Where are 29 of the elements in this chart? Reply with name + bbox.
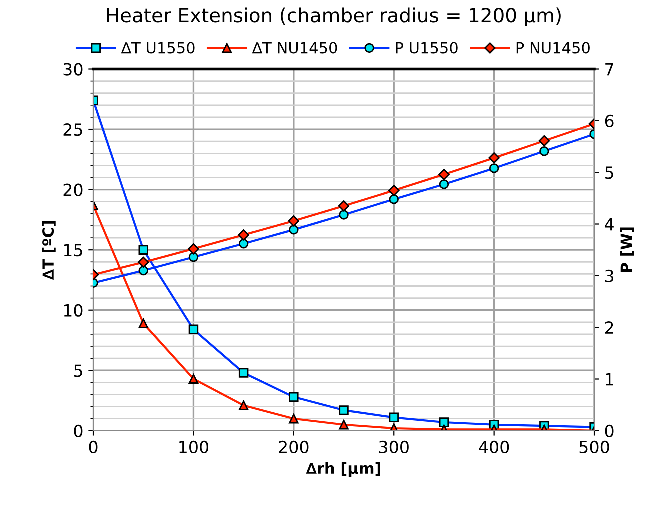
x-tick-label: 400	[479, 440, 510, 454]
y2-tick-label: 5	[606, 166, 614, 180]
y-tick-label: 20	[64, 184, 83, 196]
y-tick-label: 5	[74, 364, 82, 378]
y2-tick-label: 4	[605, 218, 614, 231]
y-tick-label: 15	[64, 244, 82, 257]
chart-title: Heater Extension (chamber radius = 1200 µm)	[107, 8, 561, 27]
y2-tick-label: 2	[605, 322, 614, 334]
x-tick-label: 500	[580, 440, 610, 454]
y2-axis-title: P [W]	[620, 228, 634, 272]
y2-tick-label: 0	[605, 424, 614, 438]
y-tick-label: 25	[64, 123, 82, 136]
legend-label: P U1550	[396, 42, 458, 54]
legend-label: P NU1450	[516, 42, 590, 54]
y2-tick-label: 6	[605, 114, 614, 128]
x-tick-label: 300	[379, 440, 409, 454]
legend-label: ∆T U1550	[121, 42, 195, 54]
y2-tick-label: 3	[606, 270, 614, 282]
x-axis-title: ∆rh [µm]	[306, 462, 380, 478]
y-tick-label: 30	[64, 63, 83, 76]
y-tick-label: 0	[74, 424, 83, 438]
x-tick-label: 100	[180, 440, 209, 454]
y2-tick-label: 7	[606, 63, 614, 76]
x-tick-label: 0	[89, 440, 98, 454]
y-axis-title: ∆T [ºC]	[42, 221, 56, 280]
legend-label: ∆T NU1450	[252, 42, 338, 54]
y2-tick-label: 1	[606, 373, 614, 386]
y-tick-label: 10	[64, 304, 83, 317]
x-tick-label: 200	[279, 440, 309, 454]
